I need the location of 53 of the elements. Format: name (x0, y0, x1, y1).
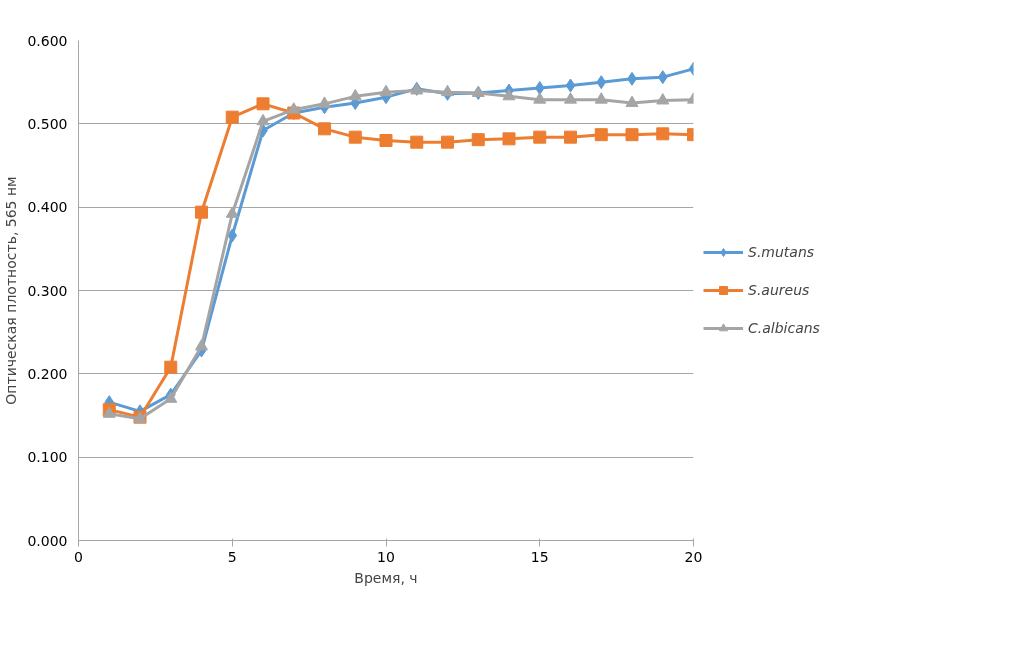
y-tick-label: 0.500 (27, 115, 68, 132)
point (656, 127, 670, 141)
point (379, 134, 393, 147)
point (594, 92, 608, 104)
point (379, 84, 393, 97)
point (410, 135, 424, 149)
point (287, 102, 301, 114)
point (564, 130, 577, 144)
point (225, 206, 239, 218)
y-axis-title: Оптическая плотность, 565 нм (3, 176, 20, 405)
y-tick-label: 0.300 (27, 282, 68, 299)
point (471, 133, 485, 147)
point (625, 95, 639, 107)
x-tick-label: 15 (530, 548, 549, 565)
point (565, 78, 576, 93)
x-axis-title: Время, ч (354, 569, 418, 586)
x-tick-label: 5 (227, 548, 237, 565)
point (227, 228, 238, 243)
point (348, 130, 362, 144)
point (348, 88, 362, 101)
legend-label: S.aureus (748, 282, 810, 298)
point (533, 130, 547, 144)
point (441, 135, 454, 149)
point (596, 75, 607, 90)
point (441, 84, 454, 97)
point (502, 88, 516, 101)
point (656, 93, 670, 105)
point (256, 97, 270, 111)
point (657, 70, 668, 85)
point (318, 122, 331, 136)
point (533, 92, 547, 104)
y-tick-label: 0.400 (27, 199, 68, 216)
x-tick-label: 0 (74, 548, 83, 565)
point (195, 205, 208, 219)
y-tick-label: 0.000 (27, 532, 68, 549)
point (225, 110, 239, 124)
y-tick-label: 0.200 (27, 365, 68, 382)
point (564, 92, 577, 104)
point (318, 96, 331, 108)
point (594, 128, 608, 142)
point (164, 391, 178, 403)
point (502, 132, 516, 146)
x-tick-label: 10 (377, 548, 395, 565)
legend-label: S.mutans (748, 244, 815, 260)
point (164, 360, 178, 374)
point (195, 338, 208, 351)
point (625, 128, 639, 142)
x-tick-label: 20 (684, 548, 703, 565)
y-tick-label: 0.100 (27, 449, 68, 466)
point (534, 81, 545, 95)
legend-label: C.albicans (748, 320, 820, 336)
y-tick-label: 0.600 (27, 32, 68, 49)
point (256, 113, 270, 126)
